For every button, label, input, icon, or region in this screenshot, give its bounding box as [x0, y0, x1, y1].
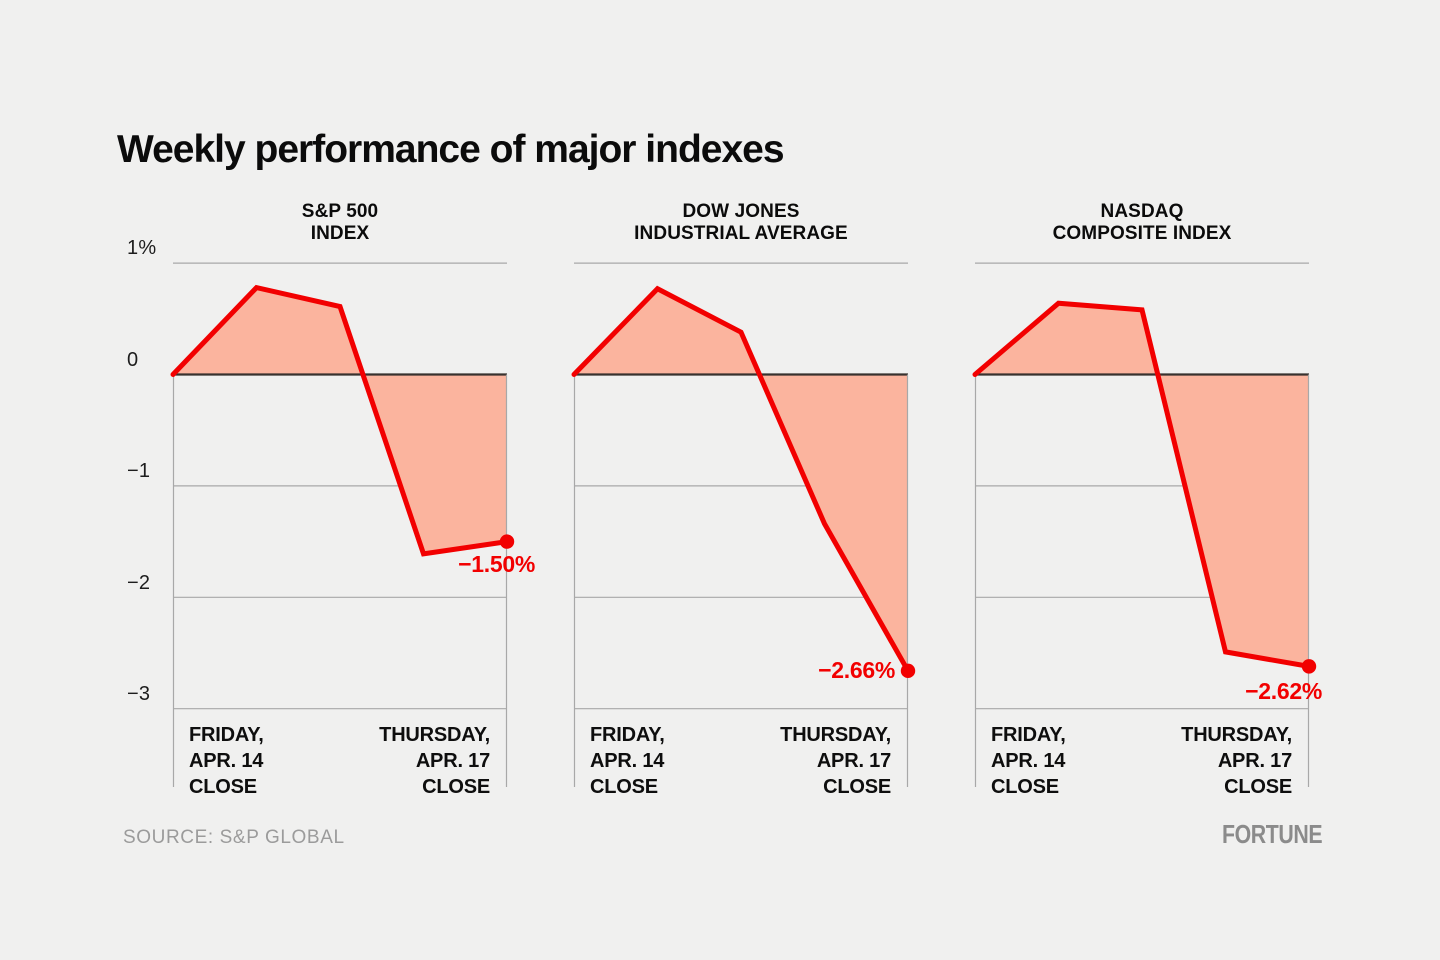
y-axis-tick-1pct: 1% — [127, 237, 157, 259]
x-label-nasdaq-start: FRIDAY, APR. 14 CLOSE — [991, 724, 1066, 798]
end-value-label-sp500: −1.50% — [458, 551, 535, 577]
area-fill — [574, 288, 908, 671]
series-line — [972, 300, 1312, 669]
x-label-sp500-start: FRIDAY, APR. 14 CLOSE — [189, 724, 264, 798]
y-axis-tick-0: 0 — [127, 349, 139, 371]
chart-sp500 — [170, 262, 515, 787]
series-line — [170, 284, 510, 557]
chart-title-nasdaq: NASDAQ COMPOSITE INDEX — [1052, 201, 1232, 244]
end-point-marker — [1301, 659, 1317, 674]
y-axis-tick-neg1: −1 — [127, 460, 151, 482]
end-value-label-nasdaq: −2.62% — [1245, 678, 1322, 704]
x-label-nasdaq-end: THURSDAY, APR. 17 CLOSE — [1181, 724, 1292, 798]
x-label-dow-end: THURSDAY, APR. 17 CLOSE — [780, 724, 891, 798]
source-credit: SOURCE: S&P GLOBAL — [123, 827, 345, 848]
page-title: Weekly performance of major indexes — [117, 128, 785, 171]
end-point-marker — [900, 663, 916, 679]
y-axis-tick-neg3: −3 — [127, 683, 151, 705]
x-label-sp500-end: THURSDAY, APR. 17 CLOSE — [379, 724, 490, 798]
end-value-label-dow: −2.66% — [818, 657, 895, 683]
y-axis-tick-neg2: −2 — [127, 572, 151, 594]
area-fill — [975, 303, 1309, 667]
fortune-logo: FORTUNE — [1221, 819, 1323, 849]
chart-title-dow-jones: DOW JONES INDUSTRIAL AVERAGE — [634, 201, 848, 244]
chart-nasdaq — [972, 262, 1317, 787]
chart-dow-jones — [571, 262, 916, 787]
x-label-dow-start: FRIDAY, APR. 14 CLOSE — [590, 724, 665, 798]
area-fill — [173, 287, 507, 554]
series-line — [571, 285, 911, 674]
end-point-marker — [499, 534, 515, 549]
chart-title-sp500: S&P 500 INDEX — [301, 201, 379, 244]
